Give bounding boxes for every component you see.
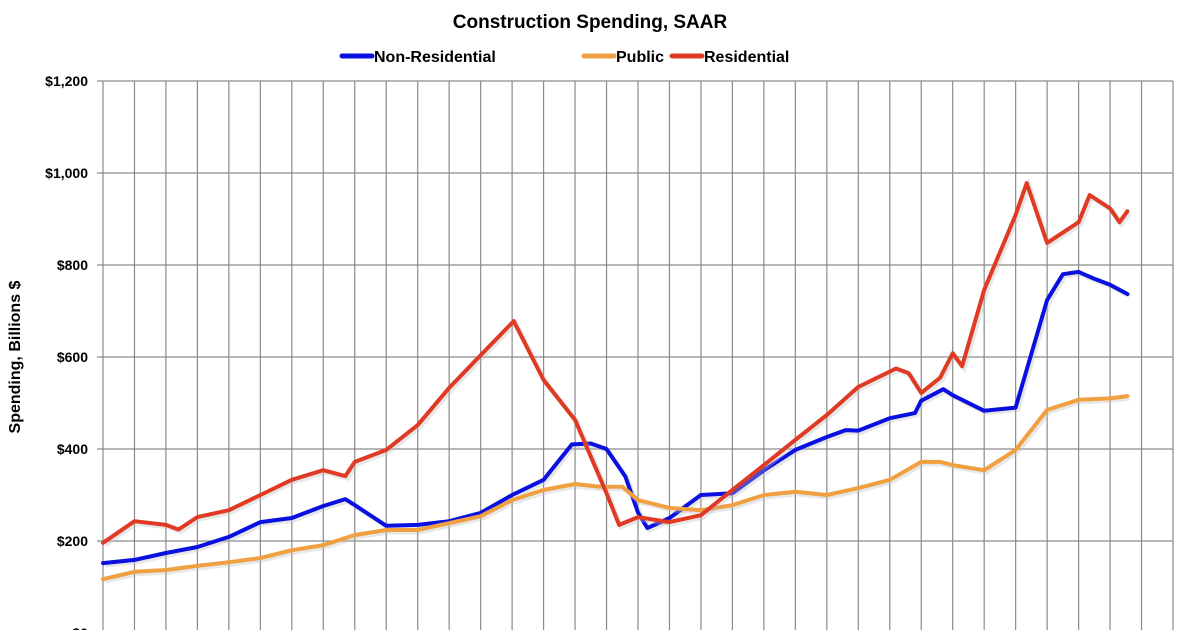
y-tick-label: $1,000 [45, 165, 88, 181]
legend-label-public: Public [616, 49, 664, 66]
series-shadow [103, 177, 1132, 547]
legend: Non-Residential Public Residential [339, 49, 789, 66]
y-tick-label: $600 [57, 349, 88, 365]
legend-label-residential: Residential [704, 49, 789, 66]
y-tick-label: $0 [72, 625, 88, 630]
series-line-public [101, 394, 1130, 582]
y-axis-label: Spending, Billions $ [7, 280, 24, 433]
y-tick-label: $800 [57, 257, 88, 273]
y-tick-label: $200 [57, 533, 88, 549]
gridlines [97, 80, 1174, 630]
y-tick-label: $400 [57, 441, 88, 457]
series-line-non-residential [101, 269, 1130, 566]
y-axis-ticks: $0 $200 $400 $600 $800 $1,000 $1,200 [45, 73, 88, 630]
series-lines [101, 177, 1132, 584]
series-shadow [104, 395, 1130, 584]
series-shadow [104, 271, 1131, 568]
series-line-residential [101, 181, 1130, 545]
chart-title: Construction Spending, SAAR [453, 12, 728, 33]
legend-label-non-residential: Non-Residential [374, 49, 496, 66]
y-tick-label: $1,200 [45, 73, 88, 89]
